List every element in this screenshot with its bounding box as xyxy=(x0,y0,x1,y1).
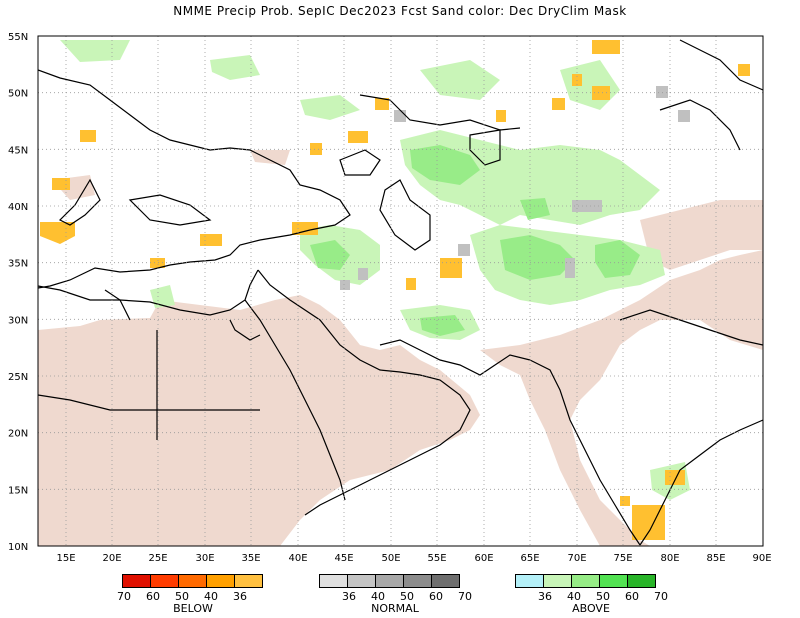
legend-tick: 70 xyxy=(654,590,668,603)
lat-label: 30N xyxy=(8,315,28,326)
lat-label: 10N xyxy=(8,542,28,553)
legend-tick: 40 xyxy=(204,590,218,603)
legend-below-swatches xyxy=(122,574,269,588)
latitude-labels: 55N 50N 45N 40N 35N 30N 25N 20N 15N 10N xyxy=(8,32,28,553)
lat-label: 20N xyxy=(8,429,28,440)
legend-below-ticks: 70 60 50 40 36 xyxy=(117,588,269,603)
legend-swatch xyxy=(206,574,235,588)
legend-tick: 60 xyxy=(429,590,443,603)
lon-label: 70E xyxy=(567,553,586,564)
map-title: NMME Precip Prob. SepIC Dec2023 Fcst San… xyxy=(173,4,627,18)
legend-normal: 36 40 50 60 70 NORMAL xyxy=(319,574,472,615)
lon-label: 40E xyxy=(288,553,307,564)
legend-swatch xyxy=(234,574,263,588)
legend-above-swatches xyxy=(515,574,662,588)
legend-swatch xyxy=(150,574,179,588)
lon-label: 75E xyxy=(613,553,632,564)
legend-swatch xyxy=(403,574,432,588)
legend-tick: 36 xyxy=(342,590,356,603)
dry-climate-mask xyxy=(38,150,763,546)
legend-swatch xyxy=(431,574,460,588)
lat-label: 50N xyxy=(8,89,28,100)
lon-label: 90E xyxy=(752,553,771,564)
lon-label: 20E xyxy=(102,553,121,564)
graticule xyxy=(38,36,763,546)
legend-swatch xyxy=(375,574,404,588)
legend-above-label: ABOVE xyxy=(572,602,610,615)
legend-above: 36 40 50 60 70 ABOVE xyxy=(515,574,668,615)
legend-swatch xyxy=(543,574,572,588)
lat-label: 35N xyxy=(8,259,28,270)
lon-label: 30E xyxy=(195,553,214,564)
map-frame xyxy=(37,35,764,547)
legend-tick: 50 xyxy=(175,590,189,603)
below-normal-region xyxy=(40,40,750,540)
lon-label: 35E xyxy=(241,553,260,564)
legend-tick: 50 xyxy=(400,590,414,603)
normal-region xyxy=(340,86,690,290)
legend-normal-ticks: 36 40 50 60 70 xyxy=(320,588,472,603)
lat-label: 40N xyxy=(8,202,28,213)
legend-tick: 70 xyxy=(117,590,131,603)
lat-label: 55N xyxy=(8,32,28,43)
lon-label: 85E xyxy=(706,553,725,564)
lon-label: 15E xyxy=(56,553,75,564)
legend-normal-swatches xyxy=(319,574,466,588)
legend-tick: 36 xyxy=(233,590,247,603)
lon-label: 50E xyxy=(381,553,400,564)
legend-tick: 40 xyxy=(371,590,385,603)
legend-tick: 40 xyxy=(567,590,581,603)
legend-swatch xyxy=(571,574,600,588)
legend-normal-label: NORMAL xyxy=(371,602,419,615)
legend-tick: 60 xyxy=(146,590,160,603)
legend-swatch xyxy=(627,574,656,588)
legend-swatch xyxy=(599,574,628,588)
coastlines xyxy=(38,39,763,546)
lon-label: 60E xyxy=(474,553,493,564)
legend-tick: 36 xyxy=(538,590,552,603)
lat-label: 45N xyxy=(8,145,28,156)
legend-tick: 50 xyxy=(596,590,610,603)
legend-swatch xyxy=(178,574,207,588)
legend-tick: 60 xyxy=(625,590,639,603)
legend-below: 70 60 50 40 36 BELOW xyxy=(117,574,269,615)
lat-label: 15N xyxy=(8,485,28,496)
legend-swatch xyxy=(515,574,544,588)
above-normal-40-region xyxy=(310,145,640,336)
lon-label: 55E xyxy=(427,553,446,564)
longitude-labels: 15E 20E 25E 30E 35E 40E 45E 50E 55E 60E … xyxy=(56,553,771,564)
lat-label: 25N xyxy=(8,372,28,383)
lon-label: 65E xyxy=(520,553,539,564)
legend-below-label: BELOW xyxy=(173,602,213,615)
lon-label: 45E xyxy=(334,553,353,564)
lon-label: 25E xyxy=(148,553,167,564)
legend-swatch xyxy=(347,574,376,588)
legend-swatch xyxy=(122,574,151,588)
legend-swatch xyxy=(319,574,348,588)
lon-label: 80E xyxy=(660,553,679,564)
legend-tick: 70 xyxy=(458,590,472,603)
legend-above-ticks: 36 40 50 60 70 xyxy=(516,588,668,603)
